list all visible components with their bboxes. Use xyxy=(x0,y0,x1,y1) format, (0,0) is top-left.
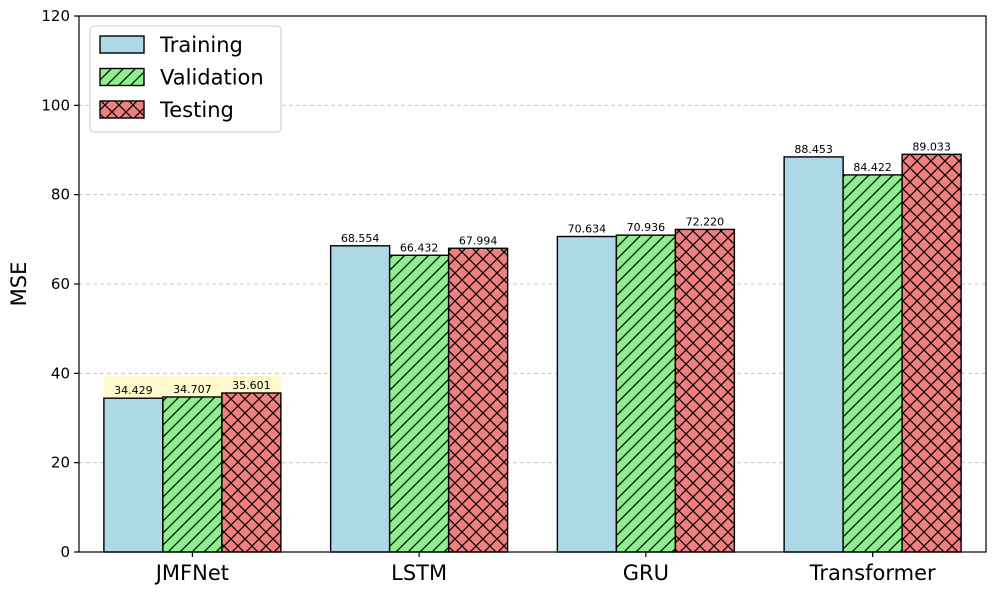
data-label: 34.429 xyxy=(114,384,153,397)
bar-validation-transformer xyxy=(842,174,903,553)
bar-training-gru xyxy=(556,235,618,553)
data-label: 88.453 xyxy=(794,143,833,156)
data-label: 70.936 xyxy=(627,221,666,234)
data-label: 66.432 xyxy=(400,241,439,254)
data-label: 72.220 xyxy=(686,215,725,228)
y-tick-label: 20 xyxy=(51,454,70,472)
x-axis-ticks: JMFNet LSTM GRU Transformer xyxy=(154,552,936,585)
bar-training-jmfnet xyxy=(103,397,164,553)
bar-training-lstm xyxy=(329,245,391,553)
legend: Training Validation Testing xyxy=(89,25,282,133)
bar-validation-lstm xyxy=(388,254,450,553)
data-label: 89.033 xyxy=(912,140,951,153)
data-label: 70.634 xyxy=(568,223,607,236)
data-label: 35.601 xyxy=(232,379,271,392)
legend-swatch-training xyxy=(99,35,145,54)
data-label: 68.554 xyxy=(341,232,380,245)
y-tick-label: 100 xyxy=(41,96,70,114)
bar-testing-lstm xyxy=(447,247,509,553)
bar-validation-jmfnet xyxy=(162,396,223,553)
x-tick-label: GRU xyxy=(623,561,669,585)
y-tick-label: 0 xyxy=(60,543,70,561)
y-tick-label: 40 xyxy=(51,364,70,382)
data-label: 84.422 xyxy=(853,161,892,174)
legend-label: Testing xyxy=(159,98,234,122)
x-tick-label: Transformer xyxy=(809,561,936,585)
data-label: 34.707 xyxy=(173,383,212,396)
y-tick-label: 80 xyxy=(51,186,70,204)
legend-label: Training xyxy=(159,33,243,57)
bar-testing-transformer xyxy=(901,153,962,553)
bar-testing-jmfnet xyxy=(221,392,282,553)
y-axis-ticks: 0 20 40 60 80 100 120 xyxy=(41,7,79,561)
bar-validation-gru xyxy=(615,234,677,553)
y-tick-label: 60 xyxy=(51,275,70,293)
legend-swatch-testing xyxy=(99,100,145,119)
bar-testing-gru xyxy=(674,228,736,553)
x-tick-label: LSTM xyxy=(391,561,447,585)
data-labels: 34.429 34.707 35.601 68.554 66.432 67.994 70.6… xyxy=(114,140,951,397)
bar-training-transformer xyxy=(783,156,844,553)
y-tick-label: 120 xyxy=(41,7,70,25)
bars xyxy=(103,153,962,553)
data-label: 67.994 xyxy=(459,234,498,247)
legend-swatch-validation xyxy=(99,67,145,87)
x-tick-label: JMFNet xyxy=(154,561,229,585)
legend-label: Validation xyxy=(160,66,264,90)
y-axis-title: MSE xyxy=(7,262,31,307)
